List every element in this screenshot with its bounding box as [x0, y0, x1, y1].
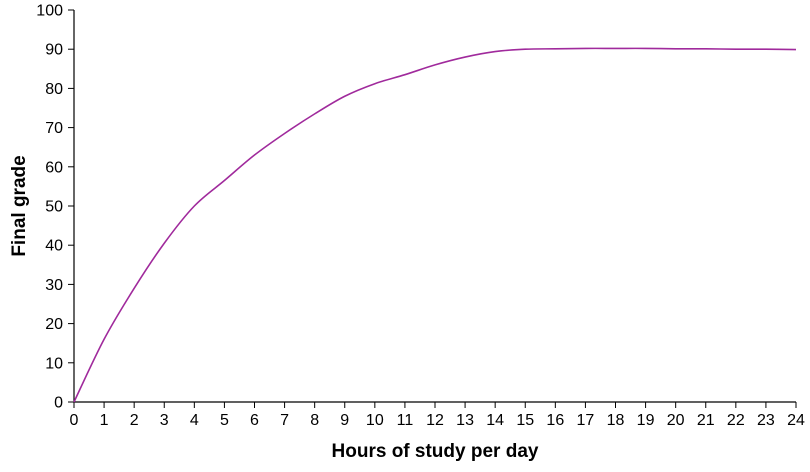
- x-tick-label: 10: [366, 412, 384, 429]
- x-tick-label: 23: [757, 412, 775, 429]
- x-tick-label: 22: [727, 412, 745, 429]
- y-tick-label: 10: [45, 355, 63, 372]
- x-tick-label: 7: [280, 412, 289, 429]
- x-tick-label: 16: [546, 412, 564, 429]
- x-tick-label: 8: [310, 412, 319, 429]
- x-tick-label: 20: [667, 412, 685, 429]
- y-tick-label: 30: [45, 277, 63, 294]
- x-tick-label: 6: [250, 412, 259, 429]
- y-axis-title: Final grade: [9, 155, 30, 256]
- y-tick-label: 50: [45, 199, 63, 216]
- y-tick-label: 90: [45, 42, 63, 59]
- x-axis-title: Hours of study per day: [332, 441, 539, 462]
- x-axis: 0 1 2 3 4 5 6 7 8 9 10 11 12 13 14 15 16 17 18 19 20 21 22 23 24: [70, 401, 805, 429]
- y-tick-label: 40: [45, 238, 63, 255]
- x-tick-label: 4: [190, 412, 199, 429]
- x-tick-label: 24: [787, 412, 805, 429]
- x-tick-label: 18: [607, 412, 625, 429]
- x-tick-label: 13: [456, 412, 474, 429]
- y-tick-label: 0: [54, 395, 63, 412]
- y-tick-label: 100: [36, 3, 63, 20]
- x-tick-label: 2: [130, 412, 139, 429]
- x-tick-label: 5: [220, 412, 229, 429]
- y-tick-label: 70: [45, 120, 63, 137]
- y-tick-label: 80: [45, 81, 63, 98]
- x-tick-label: 3: [160, 412, 169, 429]
- x-tick-label: 14: [486, 412, 504, 429]
- y-axis: 0 10 20 30 40 50 60 70 80 90 100: [36, 3, 75, 412]
- x-tick-label: 12: [426, 412, 444, 429]
- y-tick-label: 60: [45, 159, 63, 176]
- x-tick-label: 21: [697, 412, 715, 429]
- x-tick-label: 0: [70, 412, 79, 429]
- x-tick-label: 9: [340, 412, 349, 429]
- y-tick-label: 20: [45, 316, 63, 333]
- x-tick-label: 17: [577, 412, 595, 429]
- x-tick-label: 19: [637, 412, 655, 429]
- x-tick-label: 15: [516, 412, 534, 429]
- series-line: [73, 47, 797, 403]
- x-tick-label: 1: [100, 412, 109, 429]
- x-tick-label: 11: [397, 412, 414, 429]
- plot-area: [73, 47, 797, 403]
